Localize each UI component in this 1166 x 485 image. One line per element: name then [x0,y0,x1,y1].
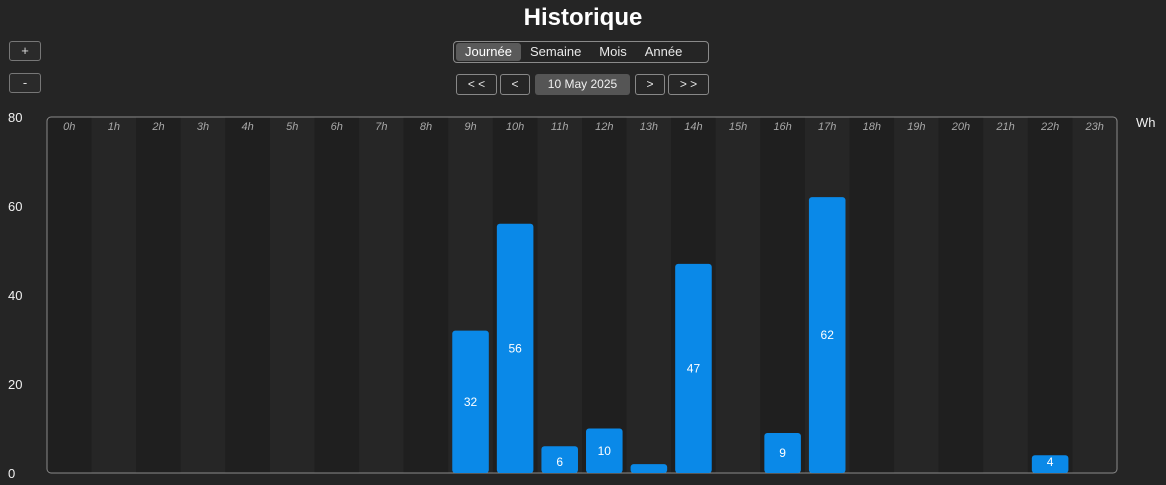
x-tick-label: 17h [818,121,836,133]
y-tick-label: 20 [8,377,22,392]
x-tick-label: 16h [773,121,791,133]
x-tick-label: 6h [331,121,343,133]
x-tick-label: 22h [1040,121,1059,133]
x-tick-label: 13h [640,121,658,133]
page-title: Historique [523,4,643,31]
x-tick-label: 9h [464,121,476,133]
bar-value-label: 62 [821,328,835,342]
column-stripe [91,117,137,473]
x-tick-label: 8h [420,121,432,133]
bar-value-label: 56 [508,341,522,355]
bar [541,446,578,473]
x-tick-label: 14h [684,121,702,133]
bar-value-label: 10 [598,444,612,458]
x-tick-label: 12h [595,121,613,133]
y-tick-label: 40 [8,288,22,303]
column-stripe [983,117,1028,473]
column-stripe [47,117,92,473]
y-tick-label: 0 [8,466,15,481]
y-axis-unit: Wh [1136,115,1156,130]
column-stripe [269,117,315,473]
column-stripe [1072,117,1117,473]
x-tick-label: 10h [506,121,524,133]
x-tick-label: 15h [729,121,747,133]
x-tick-label: 7h [375,121,387,133]
x-tick-label: 0h [63,121,75,133]
x-tick-label: 20h [951,121,970,133]
x-tick-label: 23h [1085,121,1104,133]
zoom-out-button[interactable]: - [9,73,41,93]
x-tick-label: 2h [151,121,164,133]
x-tick-label: 19h [907,121,925,133]
column-stripe [180,117,226,473]
period-tabs: Journée Semaine Mois Année [453,41,709,63]
column-stripe [582,117,627,473]
tab-week[interactable]: Semaine [529,44,582,59]
column-stripe [626,117,672,473]
column-stripe [136,117,181,473]
bar-value-label: 32 [464,395,478,409]
column-stripe [1027,117,1073,473]
column-stripe [760,117,805,473]
x-tick-label: 11h [551,121,569,133]
x-tick-label: 4h [242,121,254,133]
x-tick-label: 3h [197,121,209,133]
tab-year[interactable]: Année [644,44,683,59]
column-stripe [715,117,761,473]
tab-day[interactable]: Journée [456,43,521,61]
bar [496,223,534,473]
bar [1031,455,1069,473]
bar-value-label: 6 [556,455,563,469]
zoom-in-button[interactable]: + [9,41,41,61]
x-tick-label: 1h [108,121,120,133]
bar [764,432,801,473]
bar [630,464,668,473]
column-stripe [314,117,360,473]
bar [808,197,846,473]
y-tick-label: 80 [8,110,22,125]
column-stripe [849,117,895,473]
x-tick-label: 21h [995,121,1014,133]
bar-value-label: 4 [1047,455,1054,469]
next-period-button[interactable]: > [635,74,665,95]
bar [586,428,623,473]
current-date[interactable]: 10 May 2025 [535,74,630,95]
bar [675,263,712,473]
column-stripe [359,117,404,473]
column-stripe [225,117,270,473]
x-tick-label: 18h [863,121,881,133]
bar [452,330,489,473]
x-tick-label: 5h [286,121,298,133]
column-stripe [938,117,984,473]
column-stripe [537,117,582,473]
first-period-button[interactable]: < < [456,74,497,95]
bar-value-label: 9 [779,446,786,460]
column-stripe [403,117,449,473]
last-period-button[interactable]: > > [668,74,709,95]
previous-period-button[interactable]: < [500,74,530,95]
y-tick-label: 60 [8,199,22,214]
column-stripe [894,117,939,473]
plot-frame [46,116,1118,474]
bar-value-label: 47 [687,361,701,375]
tab-month[interactable]: Mois [599,44,627,59]
